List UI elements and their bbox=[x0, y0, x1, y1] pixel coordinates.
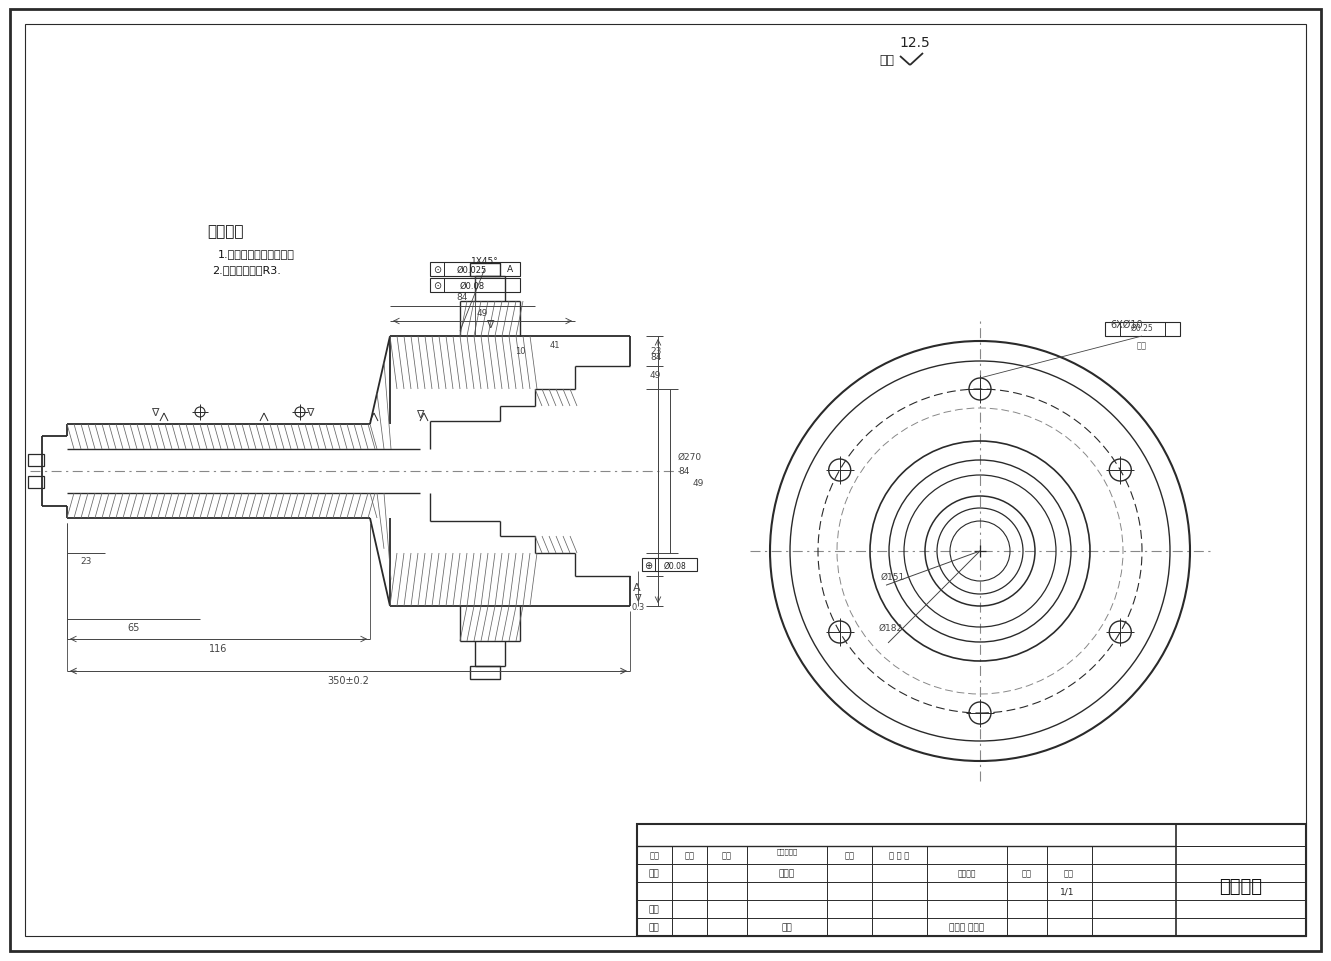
Text: 65: 65 bbox=[128, 623, 140, 632]
Text: 1/1: 1/1 bbox=[1059, 887, 1074, 896]
Text: 1X45°: 1X45° bbox=[471, 258, 499, 266]
Text: 49: 49 bbox=[693, 479, 704, 488]
Bar bbox=[28, 477, 44, 488]
Text: 84: 84 bbox=[457, 293, 469, 302]
Text: 标准化: 标准化 bbox=[779, 869, 795, 877]
Text: 0.3: 0.3 bbox=[631, 602, 644, 611]
Text: 批准: 批准 bbox=[781, 923, 792, 931]
Text: Ø0.025: Ø0.025 bbox=[457, 265, 487, 274]
Text: 年 月 日: 年 月 日 bbox=[889, 850, 909, 859]
Text: ∇: ∇ bbox=[486, 320, 494, 330]
Text: Ø151: Ø151 bbox=[880, 572, 905, 581]
Text: 标记: 标记 bbox=[650, 850, 659, 859]
Text: 均布: 均布 bbox=[1137, 341, 1147, 350]
Text: 其余: 其余 bbox=[880, 54, 894, 66]
Text: ∇: ∇ bbox=[417, 409, 423, 420]
Text: ⊙: ⊙ bbox=[433, 281, 441, 290]
Text: Ø0.25: Ø0.25 bbox=[1130, 323, 1154, 333]
Text: 116: 116 bbox=[209, 643, 228, 653]
Bar bbox=[430, 262, 520, 277]
Text: 半轴套管: 半轴套管 bbox=[1219, 877, 1263, 895]
Text: 41: 41 bbox=[550, 340, 560, 349]
Text: 共一张 第一张: 共一张 第一张 bbox=[949, 923, 985, 931]
Text: 重量: 重量 bbox=[1022, 869, 1032, 877]
Text: 23: 23 bbox=[80, 557, 92, 566]
Text: 设计: 设计 bbox=[648, 869, 659, 877]
Bar bbox=[1105, 323, 1181, 336]
Text: 49: 49 bbox=[476, 308, 488, 317]
Text: 23: 23 bbox=[650, 347, 662, 357]
Text: 350±0.2: 350±0.2 bbox=[327, 676, 370, 685]
Text: Ø182: Ø182 bbox=[878, 623, 902, 632]
Text: A: A bbox=[507, 265, 512, 274]
Text: 工艺: 工艺 bbox=[648, 923, 659, 931]
Bar bbox=[638, 825, 1306, 936]
Text: 技术要求: 技术要求 bbox=[206, 224, 244, 239]
Text: 6XØ10: 6XØ10 bbox=[1110, 320, 1142, 330]
Text: 12.5: 12.5 bbox=[900, 36, 930, 50]
Bar bbox=[642, 558, 697, 572]
Bar bbox=[470, 263, 500, 277]
Text: 84: 84 bbox=[677, 467, 689, 476]
Text: 更改文件号: 更改文件号 bbox=[776, 848, 797, 854]
Text: ⊙: ⊙ bbox=[433, 264, 441, 275]
Text: 审核: 审核 bbox=[648, 904, 659, 914]
Text: 处数: 处数 bbox=[684, 850, 695, 859]
Text: A: A bbox=[634, 582, 640, 592]
Text: 84: 84 bbox=[650, 352, 662, 361]
Text: 49: 49 bbox=[650, 370, 662, 379]
Text: 签名: 签名 bbox=[844, 850, 855, 859]
Text: 分区: 分区 bbox=[721, 850, 732, 859]
Text: Ø270: Ø270 bbox=[677, 452, 703, 461]
Bar bbox=[470, 666, 500, 679]
Text: Ø0.08: Ø0.08 bbox=[459, 282, 484, 290]
Bar bbox=[430, 279, 520, 293]
Text: ∇: ∇ bbox=[306, 407, 314, 418]
Text: ∇: ∇ bbox=[634, 592, 640, 603]
Bar bbox=[28, 455, 44, 466]
Text: ∇: ∇ bbox=[152, 407, 158, 418]
Text: 比例: 比例 bbox=[1063, 869, 1074, 877]
Text: 1.对零件进行探伤检验；: 1.对零件进行探伤检验； bbox=[218, 249, 295, 259]
Text: 阶段标记: 阶段标记 bbox=[958, 869, 976, 877]
Text: 2.未注明圆角为R3.: 2.未注明圆角为R3. bbox=[212, 264, 281, 275]
Text: 10: 10 bbox=[515, 347, 526, 357]
Text: Ø0.08: Ø0.08 bbox=[664, 561, 687, 570]
Text: ⊕: ⊕ bbox=[644, 560, 652, 571]
